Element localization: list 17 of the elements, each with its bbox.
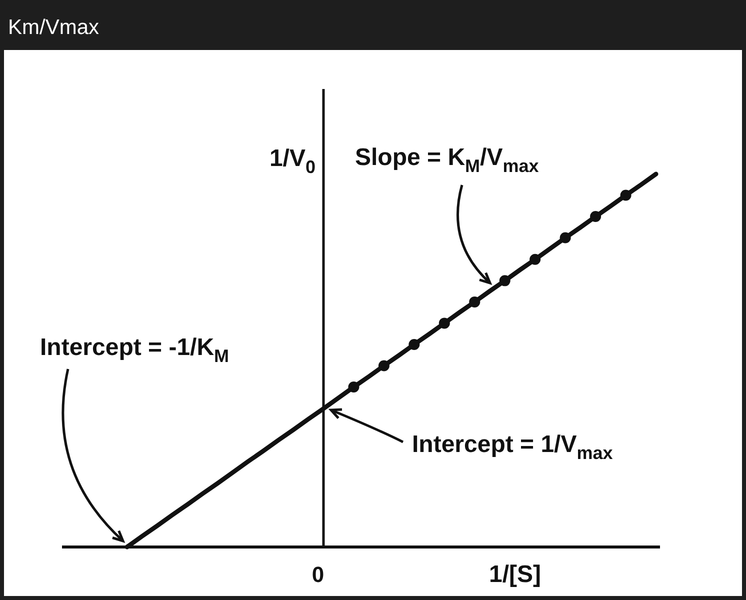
point	[590, 211, 602, 222]
point	[348, 381, 360, 392]
point	[469, 296, 480, 308]
annotation: Intercept = 1/V$_{max}$	[412, 431, 613, 464]
point	[378, 360, 390, 372]
text: 0	[312, 562, 324, 587]
point	[438, 318, 450, 329]
chart-title: Km/Vmax	[8, 16, 100, 39]
point	[408, 338, 420, 350]
annotation: Intercept = -1/K$_{M}$	[40, 334, 230, 366]
point	[560, 232, 571, 244]
y-axis-title: 1/V$_{0}$	[269, 145, 316, 178]
point	[530, 254, 541, 265]
point	[499, 275, 510, 286]
point	[620, 190, 632, 201]
x-axis-title: 1/[S]	[488, 561, 542, 588]
annotation: Slope = K$_{M}$/V$_{max}$	[355, 144, 539, 176]
